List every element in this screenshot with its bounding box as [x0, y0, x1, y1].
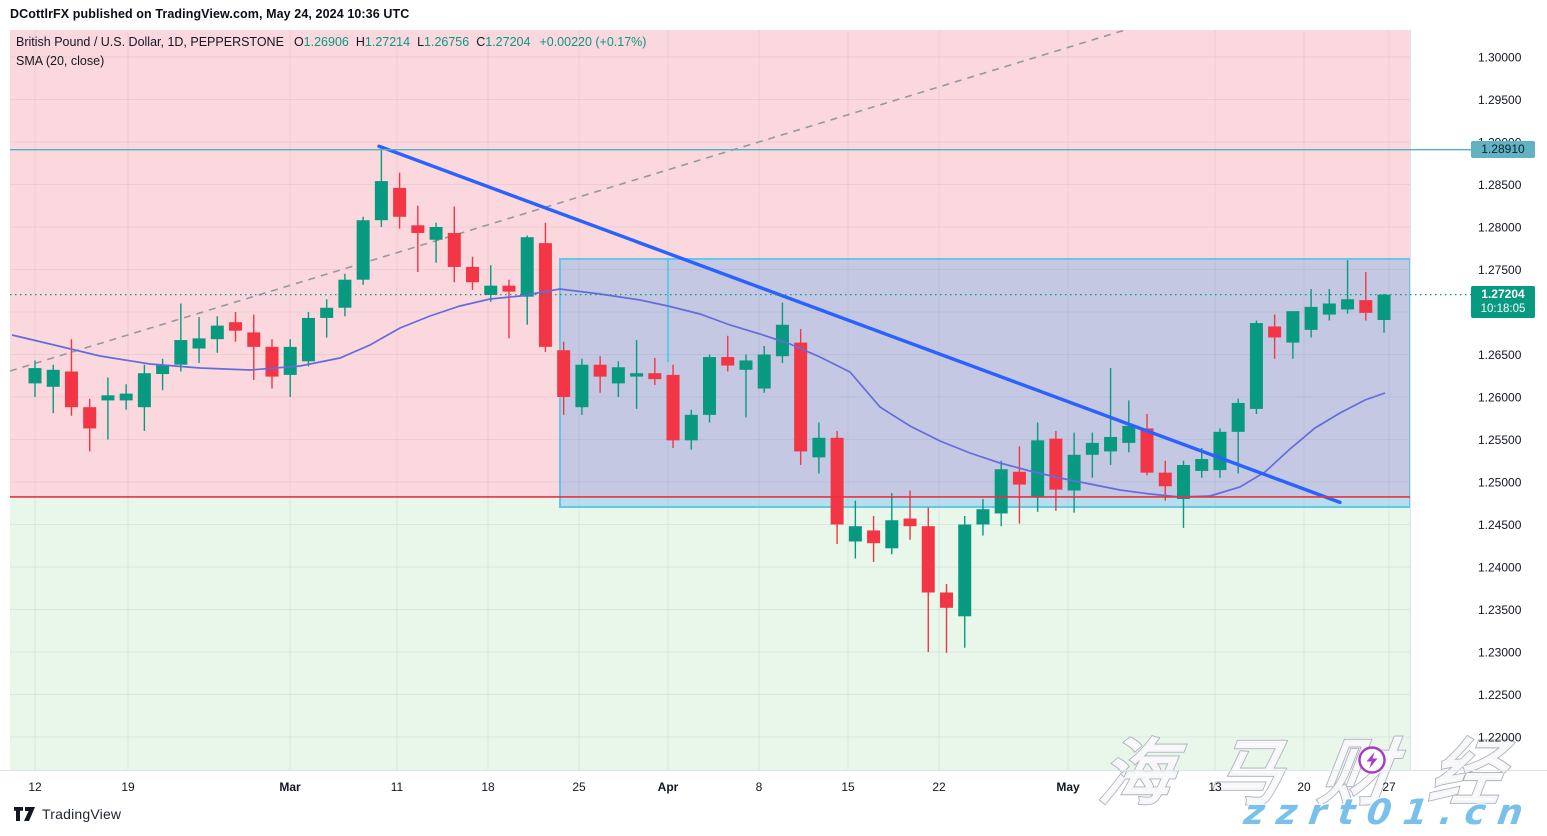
high-label: H [355, 35, 365, 49]
svg-text:15: 15 [841, 780, 855, 794]
price-level-label: 1.28910 [1471, 141, 1535, 158]
svg-text:1.26500: 1.26500 [1478, 348, 1522, 362]
bar-countdown: 10:18:05 [1480, 303, 1526, 315]
grid-lines [10, 30, 1410, 770]
svg-text:19: 19 [121, 780, 135, 794]
svg-text:27: 27 [1382, 780, 1396, 794]
time-axis-labels[interactable]: 12 19 Mar 11 18 25 Apr 8 15 22 May 13 20 27 [28, 780, 1396, 794]
svg-text:1.30000: 1.30000 [1478, 51, 1522, 65]
range-rectangle-drawing [559, 257, 1410, 508]
close-value: 1.27204 [485, 35, 531, 49]
svg-text:11: 11 [391, 780, 404, 794]
svg-text:1.25000: 1.25000 [1478, 476, 1522, 490]
svg-text:1.28500: 1.28500 [1478, 178, 1522, 192]
tradingview-logo-icon [14, 806, 35, 821]
svg-text:22: 22 [932, 780, 946, 794]
high-value: 1.27214 [364, 35, 411, 49]
svg-text:1.27500: 1.27500 [1478, 263, 1522, 277]
svg-text:1.29500: 1.29500 [1478, 93, 1522, 107]
candles-layer [28, 149, 1391, 653]
svg-text:18: 18 [481, 780, 495, 794]
plot-area[interactable] [10, 30, 1410, 770]
watermark-cn-text: 海马财经 [1095, 732, 1547, 816]
last-price-label: 1.27204 10:18:05 [1471, 286, 1535, 318]
tradingview-logo[interactable]: TradingView [14, 806, 121, 822]
svg-text:12: 12 [28, 780, 42, 794]
svg-text:1.22500: 1.22500 [1478, 688, 1522, 702]
sma-line [11, 288, 1386, 498]
open-value: 1.26906 [303, 35, 349, 49]
svg-text:1.24500: 1.24500 [1478, 518, 1522, 532]
svg-text:1.23000: 1.23000 [1478, 646, 1522, 660]
svg-text:1.23500: 1.23500 [1478, 603, 1522, 617]
bullish-zone [10, 496, 1410, 770]
svg-text:8: 8 [756, 780, 763, 794]
low-value: 1.26756 [424, 35, 470, 49]
svg-text:1.28000: 1.28000 [1478, 221, 1522, 235]
svg-text:20: 20 [1297, 780, 1311, 794]
time-axis-background [0, 771, 1547, 836]
svg-text:1.26000: 1.26000 [1478, 391, 1522, 405]
downtrend-line [377, 144, 1342, 505]
indicator-legend-sma[interactable]: SMA (20, close) [16, 54, 105, 68]
change-value: +0.00220 (+0.17%) [539, 35, 647, 49]
chart-legend: British Pound / U.S. Dollar, 1D, PEPPERS… [16, 33, 646, 70]
tradingview-logo-text: TradingView [42, 806, 122, 822]
svg-text:13: 13 [1208, 780, 1222, 794]
close-label: C [476, 35, 486, 49]
last-price-value: 1.27204 [1481, 287, 1525, 301]
open-label: O [293, 35, 304, 49]
svg-text:May: May [1056, 780, 1080, 794]
svg-text:25: 25 [572, 780, 586, 794]
svg-text:1.25500: 1.25500 [1478, 433, 1522, 447]
symbol-title[interactable]: British Pound / U.S. Dollar, 1D, PEPPERS… [16, 35, 284, 49]
svg-text:1.22000: 1.22000 [1478, 731, 1522, 745]
watermark-brand-icon [1356, 744, 1388, 781]
svg-text:Mar: Mar [279, 780, 301, 794]
ohlc-readout: O1.26906 H1.27214 L1.26756 C1.27204 +0.00220… [294, 35, 647, 49]
publisher-attribution: DCottlrFX published on TradingView.com, … [10, 7, 410, 21]
price-axis-background [1411, 0, 1547, 836]
watermark-url-text: zzrt01.cn [1240, 792, 1537, 833]
low-label: L [417, 35, 425, 49]
svg-text:1.24000: 1.24000 [1478, 561, 1522, 575]
svg-text:Apr: Apr [658, 780, 679, 794]
